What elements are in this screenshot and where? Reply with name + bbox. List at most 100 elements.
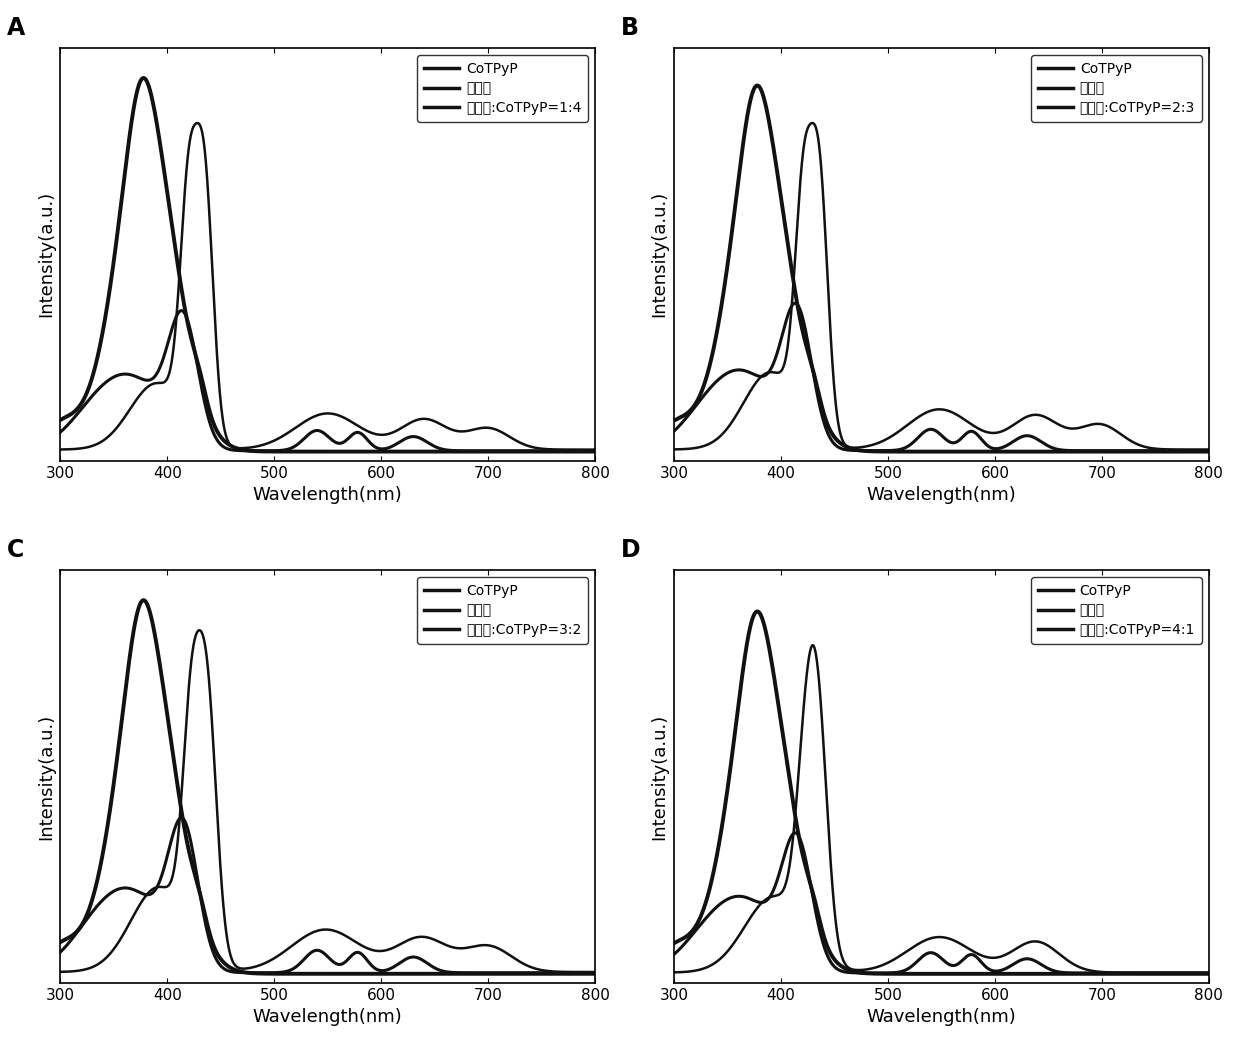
血红素 — [759, 368, 774, 381]
血红素:CoTPyP=4:1 — [728, 936, 743, 948]
Line: 血红素: 血红素 — [675, 832, 1209, 973]
Text: D: D — [620, 538, 640, 562]
CoTPyP — [1192, 968, 1207, 980]
血红素:CoTPyP=1:4 — [281, 426, 296, 438]
血红素:CoTPyP=1:4 — [588, 443, 603, 456]
CoTPyP — [1202, 968, 1216, 980]
CoTPyP — [258, 445, 273, 458]
血红素:CoTPyP=1:4 — [145, 378, 160, 390]
血红素 — [528, 444, 543, 457]
血红素:CoTPyP=2:3 — [667, 443, 682, 456]
Legend: CoTPyP, 血红素, 血红素:CoTPyP=4:1: CoTPyP, 血红素, 血红素:CoTPyP=4:1 — [1030, 577, 1202, 645]
血红素:CoTPyP=2:3 — [895, 422, 910, 435]
血红素:CoTPyP=1:4 — [53, 443, 68, 456]
血红素:CoTPyP=1:4 — [114, 415, 129, 428]
Line: 血红素: 血红素 — [61, 818, 595, 973]
血红素:CoTPyP=2:3 — [805, 117, 820, 129]
Text: C: C — [7, 538, 24, 562]
血红素 — [528, 967, 543, 979]
Y-axis label: Intensity(a.u.): Intensity(a.u.) — [651, 191, 668, 317]
血红素 — [114, 368, 129, 381]
血红素 — [174, 811, 188, 824]
血红素 — [53, 426, 68, 438]
血红素 — [1192, 444, 1207, 457]
血红素:CoTPyP=2:3 — [759, 367, 774, 380]
血红素 — [1192, 967, 1207, 979]
CoTPyP — [895, 968, 910, 980]
X-axis label: Wavelength(nm): Wavelength(nm) — [253, 1009, 403, 1026]
CoTPyP — [414, 445, 429, 458]
血红素 — [787, 826, 802, 839]
血红素:CoTPyP=4:1 — [759, 893, 774, 905]
CoTPyP — [872, 445, 887, 458]
CoTPyP — [281, 445, 296, 458]
血红素 — [728, 891, 743, 903]
Line: CoTPyP: CoTPyP — [61, 600, 595, 974]
血红素:CoTPyP=3:2 — [145, 882, 160, 895]
血红素 — [281, 965, 296, 977]
血红素 — [759, 894, 774, 906]
血红素 — [520, 967, 534, 979]
血红素 — [145, 372, 160, 385]
血红素:CoTPyP=3:2 — [520, 960, 534, 972]
血红素 — [114, 882, 129, 895]
血红素:CoTPyP=2:3 — [1192, 443, 1207, 456]
CoTPyP — [1133, 968, 1148, 980]
血红素 — [281, 442, 296, 455]
CoTPyP — [136, 593, 151, 606]
血红素 — [578, 967, 593, 979]
CoTPyP — [520, 445, 534, 458]
Line: CoTPyP: CoTPyP — [675, 611, 1209, 974]
Line: 血红素:CoTPyP=3:2: 血红素:CoTPyP=3:2 — [61, 630, 595, 972]
血红素:CoTPyP=4:1 — [1133, 966, 1148, 978]
血红素 — [728, 364, 743, 377]
血红素:CoTPyP=4:1 — [1202, 966, 1216, 978]
CoTPyP — [588, 968, 603, 980]
CoTPyP — [53, 414, 68, 427]
CoTPyP — [1202, 445, 1216, 458]
血红素 — [520, 444, 534, 457]
CoTPyP — [114, 718, 129, 730]
CoTPyP — [1028, 445, 1043, 458]
Line: 血红素: 血红素 — [61, 311, 595, 451]
血红素 — [588, 967, 603, 979]
CoTPyP — [588, 445, 603, 458]
血红素:CoTPyP=2:3 — [728, 411, 743, 423]
血红素:CoTPyP=3:2 — [258, 956, 273, 969]
CoTPyP — [750, 79, 765, 92]
血红素:CoTPyP=2:3 — [1133, 439, 1148, 452]
CoTPyP — [578, 445, 593, 458]
血红素:CoTPyP=2:3 — [872, 436, 887, 448]
CoTPyP — [146, 98, 161, 111]
Line: 血红素: 血红素 — [675, 304, 1209, 451]
血红素 — [895, 442, 910, 455]
血红素:CoTPyP=4:1 — [667, 966, 682, 978]
血红素:CoTPyP=1:4 — [578, 443, 593, 456]
Y-axis label: Intensity(a.u.): Intensity(a.u.) — [37, 191, 55, 317]
血红素:CoTPyP=3:2 — [192, 624, 207, 636]
血红素 — [1202, 444, 1216, 457]
血红素 — [1133, 444, 1148, 457]
血红素 — [872, 444, 887, 457]
CoTPyP — [760, 631, 775, 644]
CoTPyP — [750, 605, 765, 617]
Legend: CoTPyP, 血红素, 血红素:CoTPyP=2:3: CoTPyP, 血红素, 血红素:CoTPyP=2:3 — [1032, 55, 1202, 122]
Text: B: B — [620, 16, 639, 40]
CoTPyP — [1192, 445, 1207, 458]
血红素 — [667, 948, 682, 961]
血红素:CoTPyP=1:4 — [258, 438, 273, 451]
血红素:CoTPyP=3:2 — [114, 931, 129, 944]
CoTPyP — [728, 725, 743, 737]
血红素:CoTPyP=1:4 — [520, 439, 534, 452]
Text: A: A — [7, 16, 25, 40]
X-axis label: Wavelength(nm): Wavelength(nm) — [867, 486, 1017, 504]
血红素:CoTPyP=3:2 — [53, 966, 68, 978]
血红素 — [258, 967, 273, 979]
血红素:CoTPyP=4:1 — [895, 948, 910, 961]
CoTPyP — [667, 937, 682, 949]
Y-axis label: Intensity(a.u.): Intensity(a.u.) — [37, 713, 55, 840]
血红素 — [53, 946, 68, 959]
Line: 血红素:CoTPyP=1:4: 血红素:CoTPyP=1:4 — [61, 123, 595, 450]
CoTPyP — [1028, 968, 1043, 980]
CoTPyP — [520, 968, 534, 980]
